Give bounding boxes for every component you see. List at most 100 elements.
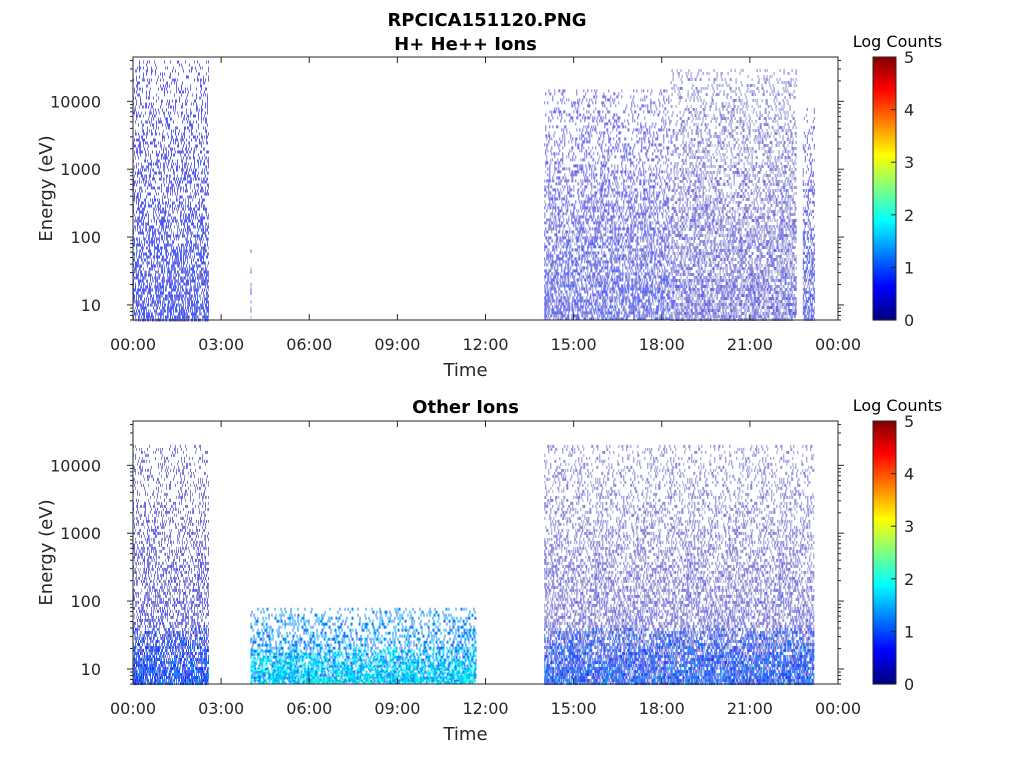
heatmap-cell — [182, 159, 183, 163]
heatmap-cell — [204, 198, 205, 202]
heatmap-cell — [201, 252, 202, 256]
heatmap-cell — [181, 132, 182, 136]
heatmap-cell — [565, 275, 567, 279]
heatmap-cell — [608, 179, 610, 183]
heatmap-cell — [191, 69, 192, 73]
heatmap-cell — [202, 240, 203, 244]
heatmap-cell — [207, 150, 208, 154]
heatmap-cell — [150, 267, 151, 271]
heatmap-cell — [582, 203, 584, 207]
heatmap-cell — [572, 176, 574, 180]
heatmap-cell — [598, 143, 600, 147]
heatmap-cell — [162, 237, 163, 241]
heatmap-cell — [590, 260, 592, 264]
heatmap-cell — [584, 254, 586, 258]
heatmap-cell — [550, 119, 552, 123]
heatmap-cell — [142, 228, 143, 232]
heatmap-cell — [143, 213, 144, 217]
heatmap-cell — [207, 315, 208, 319]
heatmap-cell — [577, 248, 579, 252]
heatmap-cell — [140, 150, 141, 154]
heatmap-cell — [551, 230, 553, 234]
heatmap-cell — [550, 179, 552, 183]
heatmap-cell — [198, 276, 199, 280]
heatmap-cell — [186, 309, 187, 313]
heatmap-cell — [571, 263, 573, 267]
heatmap-cell — [553, 278, 555, 282]
heatmap-cell — [144, 315, 145, 319]
heatmap-cell — [583, 125, 585, 129]
heatmap-cell — [593, 194, 595, 198]
heatmap-cell — [603, 287, 605, 291]
heatmap-cell — [584, 317, 586, 321]
heatmap-cell — [161, 225, 162, 229]
heatmap-cell — [171, 216, 172, 220]
heatmap-cell — [152, 132, 153, 136]
heatmap-cell — [589, 173, 591, 177]
heatmap-cell — [560, 215, 562, 219]
heatmap-cell — [597, 215, 599, 219]
heatmap-cell — [175, 216, 176, 220]
heatmap-cell — [198, 315, 199, 319]
heatmap-cell — [544, 233, 546, 237]
heatmap-cell — [174, 201, 175, 205]
heatmap-cell — [591, 254, 593, 258]
heatmap-cell — [547, 290, 549, 294]
heatmap-cell — [138, 264, 139, 268]
heatmap-cell — [207, 105, 208, 109]
heatmap-cell — [166, 264, 167, 268]
heatmap-cell — [589, 197, 591, 201]
heatmap-cell — [606, 257, 608, 261]
heatmap-cell — [607, 185, 609, 189]
heatmap-cell — [170, 111, 171, 115]
heatmap-cell — [585, 125, 587, 129]
heatmap-cell — [570, 239, 572, 243]
heatmap-cell — [141, 255, 142, 259]
heatmap-cell — [557, 170, 559, 174]
heatmap-cell — [179, 246, 180, 250]
heatmap-cell — [589, 179, 591, 183]
heatmap-cell — [161, 156, 162, 160]
heatmap-cell — [579, 293, 581, 297]
heatmap-cell — [600, 215, 602, 219]
heatmap-cell — [161, 288, 162, 292]
heatmap-cell — [562, 155, 564, 159]
heatmap-cell — [173, 162, 174, 166]
heatmap-cell — [569, 194, 571, 198]
heatmap-cell — [578, 284, 580, 288]
heatmap-cell — [196, 96, 197, 100]
heatmap-cell — [196, 288, 197, 292]
heatmap-cell — [587, 260, 589, 264]
heatmap-cell — [168, 240, 169, 244]
heatmap-cell — [554, 266, 556, 270]
heatmap-cell — [166, 249, 167, 253]
heatmap-cell — [168, 294, 169, 298]
heatmap-cell — [191, 285, 192, 289]
heatmap-cell — [157, 276, 158, 280]
heatmap-cell — [206, 165, 207, 169]
heatmap-cell — [595, 167, 597, 171]
heatmap-cell — [137, 258, 138, 262]
heatmap-cell — [178, 255, 179, 259]
heatmap-cell — [142, 201, 143, 205]
heatmap-cell — [149, 60, 150, 64]
heatmap-cell — [150, 180, 151, 184]
heatmap-cell — [602, 299, 604, 303]
heatmap-cell — [178, 186, 179, 190]
heatmap-cell — [190, 228, 191, 232]
heatmap-cell — [575, 308, 577, 312]
heatmap-cell — [207, 282, 208, 286]
heatmap-cell — [140, 228, 141, 232]
heatmap-cell — [190, 294, 191, 298]
heatmap-cell — [171, 183, 172, 187]
heatmap-cell — [165, 285, 166, 289]
heatmap-cell — [559, 218, 561, 222]
heatmap-cell — [159, 306, 160, 310]
heatmap-cell — [146, 90, 147, 94]
heatmap-cell — [158, 201, 159, 205]
heatmap-cell — [142, 174, 143, 178]
heatmap-cell — [170, 204, 171, 208]
heatmap-cell — [581, 191, 583, 195]
heatmap-cell — [605, 239, 607, 243]
heatmap-cell — [583, 230, 585, 234]
